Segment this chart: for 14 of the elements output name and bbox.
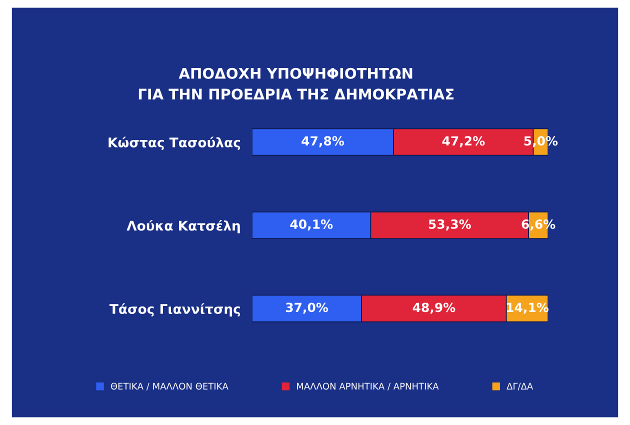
legend-label: ΘΕΤΙΚΑ / ΜΑΛΛΟΝ ΘΕΤΙΚΑ — [110, 382, 228, 390]
legend-label: ΜΑΛΛΟΝ ΑΡΝΗΤΙΚΑ / ΑΡΝΗΤΙΚΑ — [297, 382, 439, 390]
y-tick-label: Λούκα Κατσέλη — [126, 220, 240, 234]
data-label: 53,3% — [428, 219, 471, 230]
data-label: 40,1% — [290, 219, 333, 230]
chart-title: ΑΠΟΔΟΧΗ ΥΠΟΨΗΦΙΟΤΗΤΩΝ ΓΙΑ ΤΗΝ ΠΡΟΕΔΡΙΑ ΤΗΣ ΔΗΜΟΚΡΑΤΙΑΣ — [138, 68, 454, 100]
y-tick-label: Τάσος Γιαννίτσης — [109, 303, 240, 317]
legend-label: ΔΓ/ΔΑ — [506, 382, 534, 390]
data-label: 47,8% — [302, 136, 344, 148]
data-label: 37,0% — [286, 302, 328, 314]
y-tick-label: Κώστας Τασούλας — [108, 136, 240, 150]
data-label: 47,2% — [442, 136, 485, 148]
data-label: 48,9% — [412, 302, 456, 314]
data-label: 5,0% — [524, 136, 558, 148]
